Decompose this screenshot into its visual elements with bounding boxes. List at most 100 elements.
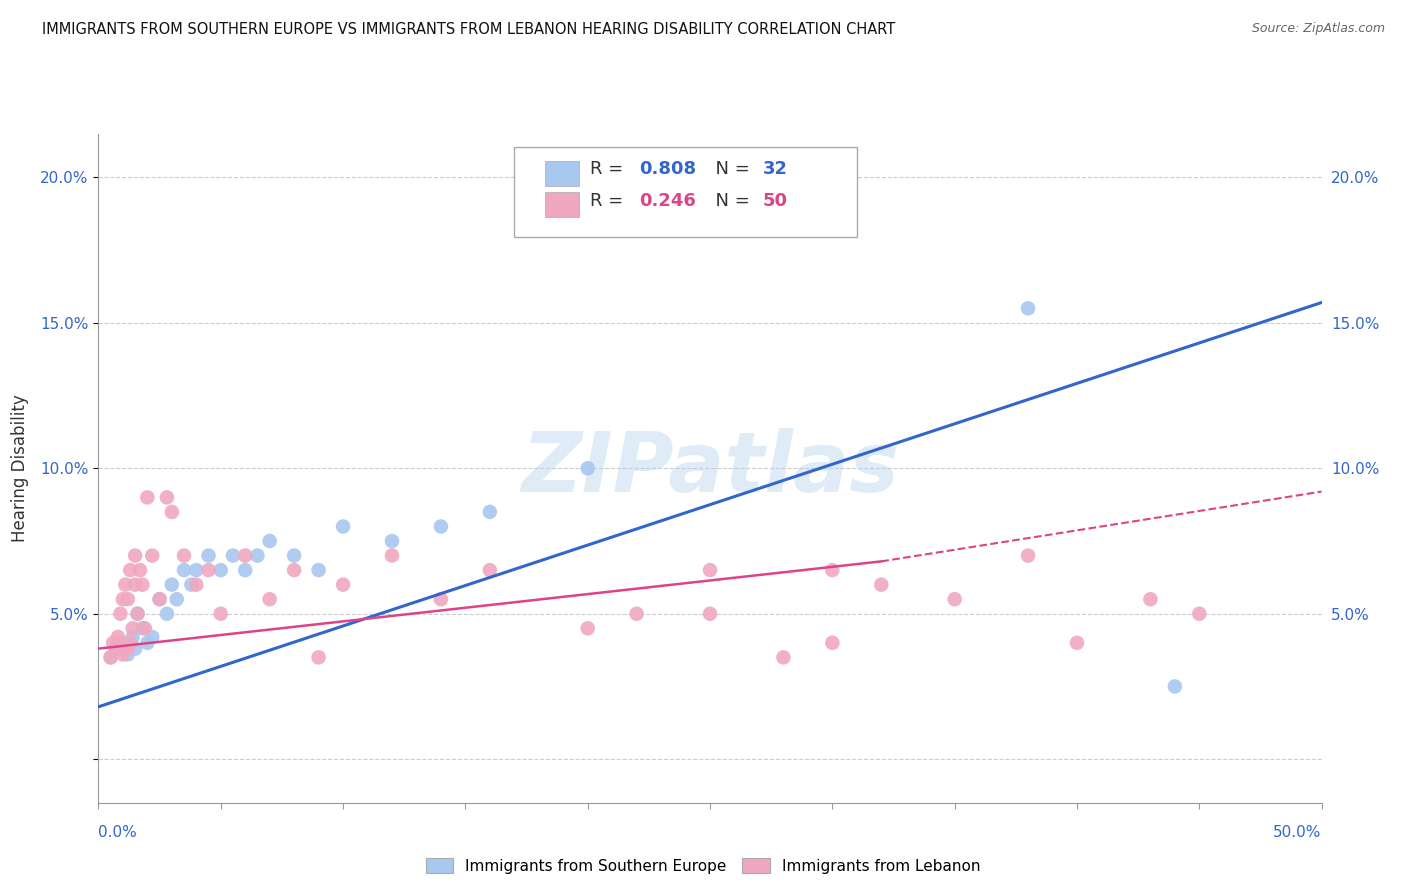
- Text: N =: N =: [704, 160, 755, 178]
- Point: [127, 607, 149, 621]
- Point: [283, 563, 305, 577]
- Point: [1017, 301, 1039, 316]
- Point: [626, 607, 648, 621]
- Point: [1188, 607, 1211, 621]
- Point: [160, 505, 183, 519]
- Point: [197, 549, 219, 563]
- Point: [1066, 636, 1088, 650]
- Point: [180, 577, 202, 591]
- Text: 0.808: 0.808: [640, 160, 696, 178]
- Point: [117, 592, 139, 607]
- Point: [166, 592, 188, 607]
- Text: N =: N =: [704, 192, 755, 210]
- Point: [821, 563, 844, 577]
- Point: [110, 607, 132, 621]
- Point: [100, 650, 122, 665]
- Point: [156, 607, 179, 621]
- Point: [576, 461, 599, 475]
- Point: [129, 563, 152, 577]
- Point: [478, 563, 501, 577]
- Point: [100, 650, 122, 665]
- Point: [111, 648, 134, 662]
- Point: [141, 549, 163, 563]
- Point: [821, 636, 844, 650]
- Point: [117, 648, 139, 662]
- Point: [332, 577, 354, 591]
- Point: [120, 636, 142, 650]
- Text: 0.0%: 0.0%: [98, 825, 138, 840]
- Point: [699, 607, 721, 621]
- Point: [308, 650, 330, 665]
- Point: [173, 549, 195, 563]
- Point: [233, 549, 256, 563]
- Point: [209, 607, 232, 621]
- Point: [576, 621, 599, 635]
- Point: [197, 563, 219, 577]
- Text: 50.0%: 50.0%: [1274, 825, 1322, 840]
- Point: [107, 641, 129, 656]
- FancyBboxPatch shape: [546, 192, 579, 218]
- Point: [111, 636, 134, 650]
- Text: 32: 32: [762, 160, 787, 178]
- Point: [134, 621, 156, 635]
- Point: [131, 577, 153, 591]
- Point: [246, 549, 269, 563]
- Point: [1164, 680, 1187, 694]
- Point: [101, 636, 124, 650]
- Point: [136, 491, 159, 505]
- Point: [107, 636, 129, 650]
- Point: [186, 577, 208, 591]
- Point: [124, 549, 146, 563]
- Point: [127, 607, 149, 621]
- Point: [381, 549, 404, 563]
- Point: [209, 563, 232, 577]
- Point: [107, 630, 129, 644]
- Text: 50: 50: [762, 192, 787, 210]
- Point: [283, 549, 305, 563]
- Point: [870, 577, 893, 591]
- Text: 0.246: 0.246: [640, 192, 696, 210]
- Point: [173, 563, 195, 577]
- Point: [1017, 549, 1039, 563]
- Text: R =: R =: [591, 192, 628, 210]
- Text: Source: ZipAtlas.com: Source: ZipAtlas.com: [1251, 22, 1385, 36]
- Y-axis label: Hearing Disability: Hearing Disability: [11, 394, 30, 542]
- Point: [699, 563, 721, 577]
- Point: [149, 592, 172, 607]
- Point: [430, 519, 453, 533]
- Point: [121, 621, 143, 635]
- Point: [121, 630, 143, 644]
- Point: [478, 505, 501, 519]
- Point: [1139, 592, 1161, 607]
- Point: [160, 577, 183, 591]
- FancyBboxPatch shape: [546, 161, 579, 186]
- Point: [131, 621, 153, 635]
- Point: [114, 577, 136, 591]
- Point: [308, 563, 330, 577]
- Point: [332, 519, 354, 533]
- Point: [156, 491, 179, 505]
- Point: [943, 592, 966, 607]
- Point: [120, 563, 142, 577]
- Point: [259, 592, 281, 607]
- Point: [124, 641, 146, 656]
- Point: [149, 592, 172, 607]
- Point: [136, 636, 159, 650]
- Point: [186, 563, 208, 577]
- Point: [222, 549, 245, 563]
- Point: [430, 592, 453, 607]
- Point: [381, 534, 404, 549]
- Text: ZIPatlas: ZIPatlas: [522, 428, 898, 508]
- Point: [124, 577, 146, 591]
- FancyBboxPatch shape: [515, 147, 856, 237]
- Legend: Immigrants from Southern Europe, Immigrants from Lebanon: Immigrants from Southern Europe, Immigra…: [419, 852, 987, 880]
- Point: [772, 650, 794, 665]
- Point: [141, 630, 163, 644]
- Text: R =: R =: [591, 160, 628, 178]
- Point: [111, 592, 134, 607]
- Text: IMMIGRANTS FROM SOUTHERN EUROPE VS IMMIGRANTS FROM LEBANON HEARING DISABILITY CO: IMMIGRANTS FROM SOUTHERN EUROPE VS IMMIG…: [42, 22, 896, 37]
- Point: [233, 563, 256, 577]
- Point: [259, 534, 281, 549]
- Point: [117, 641, 139, 656]
- Point: [104, 641, 127, 656]
